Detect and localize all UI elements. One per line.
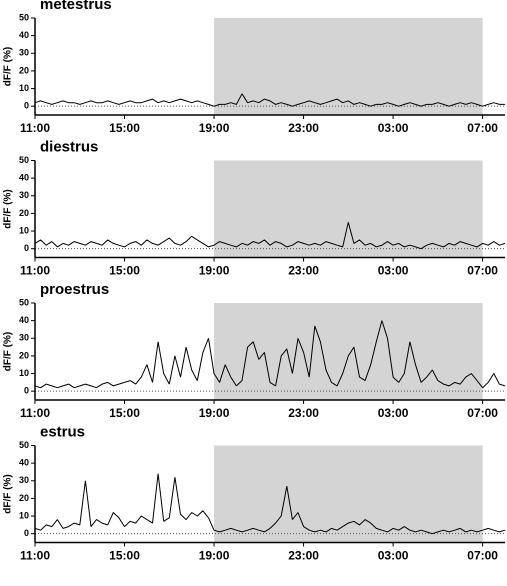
x-tick-label: 23:00 (288, 264, 319, 278)
y-tick-label: 30 (19, 333, 29, 343)
x-tick-label: 03:00 (378, 549, 409, 563)
y-tick-label: 10 (19, 83, 29, 93)
x-tick-label: 19:00 (199, 121, 230, 135)
night-shade (214, 160, 483, 258)
panel-title: diestrus (40, 138, 98, 155)
y-tick-label: 50 (19, 12, 29, 22)
y-tick-label: 10 (19, 510, 29, 520)
y-tick-label: 0 (24, 101, 29, 111)
y-tick-label: 20 (19, 208, 29, 218)
y-tick-label: 30 (19, 48, 29, 58)
x-tick-label: 11:00 (20, 264, 50, 278)
x-tick-label: 07:00 (467, 264, 498, 278)
night-shade (214, 445, 483, 543)
y-tick-label: 40 (19, 30, 29, 40)
y-tick-label: 30 (19, 190, 29, 200)
y-tick-label: 50 (19, 155, 29, 165)
y-axis-label: dF/F (%) (3, 474, 14, 513)
x-tick-label: 15:00 (109, 549, 140, 563)
y-tick-label: 20 (19, 493, 29, 503)
x-tick-label: 11:00 (20, 406, 50, 420)
x-tick-label: 19:00 (199, 264, 230, 278)
trace (34, 473, 506, 535)
y-tick-label: 20 (19, 65, 29, 75)
y-axis-label: dF/F (%) (3, 189, 14, 228)
x-tick-label: 07:00 (467, 406, 498, 420)
x-tick-label: 19:00 (199, 406, 230, 420)
x-tick-label: 23:00 (288, 121, 319, 135)
panel-title: proestrus (40, 281, 109, 298)
y-tick-label: 50 (19, 440, 29, 450)
trace (34, 320, 506, 389)
x-tick-label: 03:00 (378, 406, 409, 420)
y-tick-label: 40 (19, 173, 29, 183)
night-shade (214, 303, 483, 400)
panel-title: metestrus (40, 0, 112, 13)
x-tick-label: 15:00 (109, 121, 140, 135)
y-tick-label: 50 (19, 297, 29, 307)
x-tick-label: 15:00 (109, 406, 140, 420)
y-tick-label: 40 (19, 315, 29, 325)
night-shade (214, 18, 483, 115)
x-tick-label: 19:00 (199, 549, 230, 563)
x-tick-label: 15:00 (109, 264, 140, 278)
y-tick-label: 0 (24, 243, 29, 253)
x-tick-label: 23:00 (288, 406, 319, 420)
y-axis-label: dF/F (%) (3, 47, 14, 86)
panel-title: estrus (40, 423, 85, 440)
y-tick-label: 0 (24, 386, 29, 396)
x-tick-label: 23:00 (288, 549, 319, 563)
y-tick-label: 30 (19, 475, 29, 485)
y-tick-label: 0 (24, 528, 29, 538)
x-tick-label: 11:00 (20, 121, 50, 135)
x-tick-label: 11:00 (20, 549, 50, 563)
y-tick-label: 10 (19, 368, 29, 378)
y-tick-label: 20 (19, 350, 29, 360)
x-tick-label: 03:00 (378, 264, 409, 278)
trace (34, 222, 506, 250)
y-tick-label: 10 (19, 225, 29, 235)
x-tick-label: 03:00 (378, 121, 409, 135)
y-tick-label: 40 (19, 458, 29, 468)
trace (34, 93, 505, 107)
y-axis-label: dF/F (%) (3, 332, 14, 371)
x-tick-label: 07:00 (467, 121, 498, 135)
x-tick-label: 07:00 (467, 549, 498, 563)
